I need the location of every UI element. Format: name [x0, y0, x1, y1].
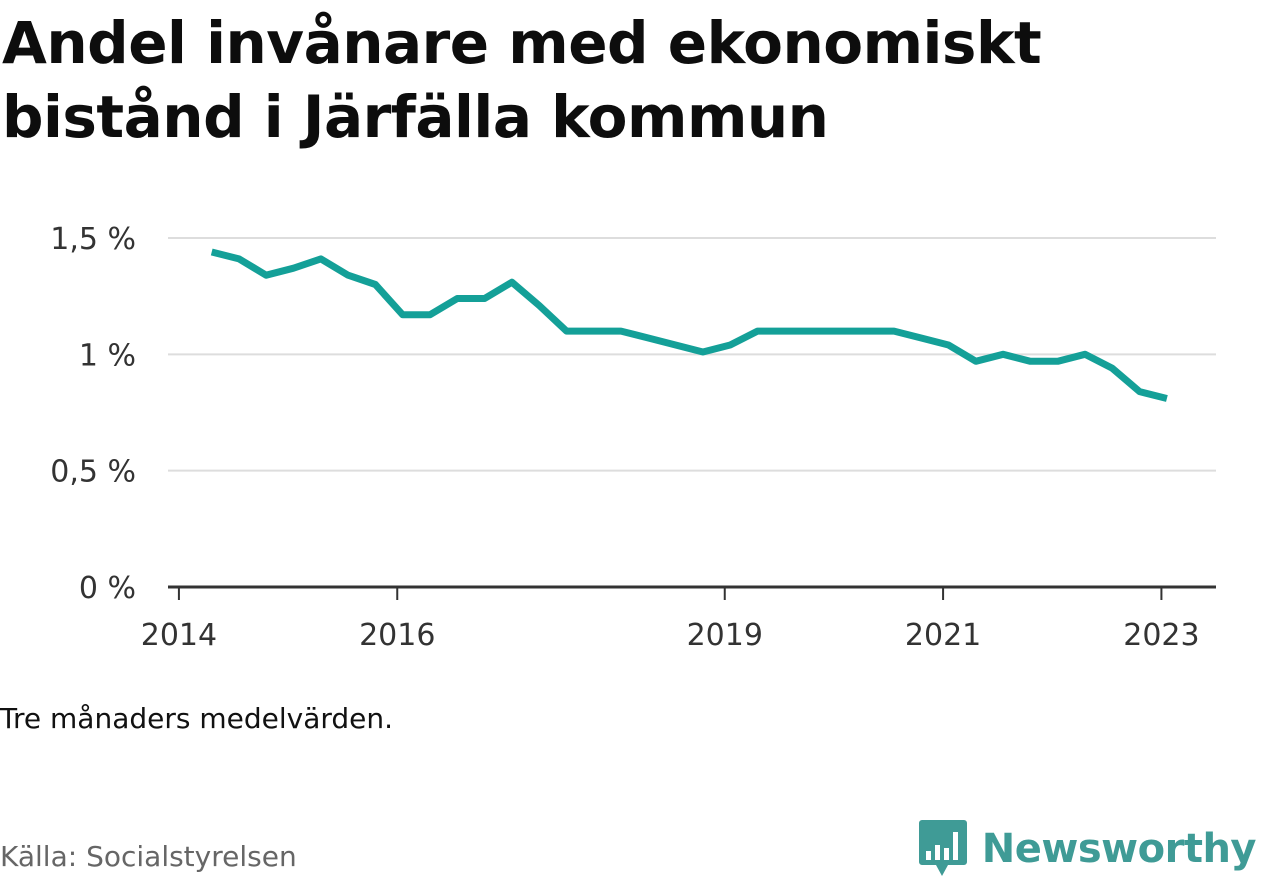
y-tick-label: 1 %: [79, 338, 136, 373]
bar-chart-speech-bubble-icon: [918, 820, 967, 876]
chart-title: Andel invånare med ekonomiskt bistånd i …: [2, 9, 1042, 151]
y-tick-label: 1,5 %: [50, 222, 136, 257]
x-tick-label: 2016: [359, 618, 435, 653]
x-axis: [168, 585, 1216, 600]
y-axis-tick-labels: 0 % 0,5 % 1 % 1,5 %: [50, 222, 136, 606]
x-tick-label: 2019: [687, 618, 763, 653]
y-tick-label: 0 %: [79, 571, 136, 606]
chart-note: Tre månaders medelvärden.: [0, 702, 394, 735]
x-tick-label: 2021: [905, 618, 981, 653]
source-credit: Källa: Socialstyrelsen: [0, 840, 297, 873]
x-tick-label: 2014: [141, 618, 217, 653]
y-tick-label: 0,5 %: [50, 455, 136, 490]
series-group: [210, 248, 1168, 402]
brand-name: Newsworthy: [981, 826, 1257, 872]
brand-logo[interactable]: Newsworthy: [918, 818, 1257, 880]
line-chart: 0 % 0,5 % 1 % 1,5 % 2014 2016 2019 2021 2023: [50, 222, 1216, 653]
series-line: [210, 248, 1168, 402]
x-axis-tick-labels: 2014 2016 2019 2021 2023: [141, 618, 1200, 653]
grid-lines: [168, 237, 1216, 472]
x-tick-label: 2023: [1123, 618, 1199, 653]
